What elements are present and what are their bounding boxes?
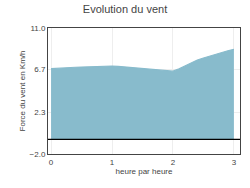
svg-text:Force du vent en Km/h: Force du vent en Km/h [18, 51, 27, 132]
svg-text:1: 1 [110, 158, 115, 167]
svg-text:−2.0: −2.0 [30, 150, 46, 159]
svg-text:2.3: 2.3 [34, 108, 46, 117]
svg-text:heure par heure: heure par heure [116, 167, 173, 176]
svg-text:2: 2 [171, 158, 176, 167]
svg-text:Evolution du vent: Evolution du vent [83, 3, 167, 15]
svg-text:11.0: 11.0 [30, 24, 46, 33]
svg-text:0: 0 [49, 158, 54, 167]
svg-text:3: 3 [232, 158, 237, 167]
svg-text:6.7: 6.7 [34, 65, 46, 74]
